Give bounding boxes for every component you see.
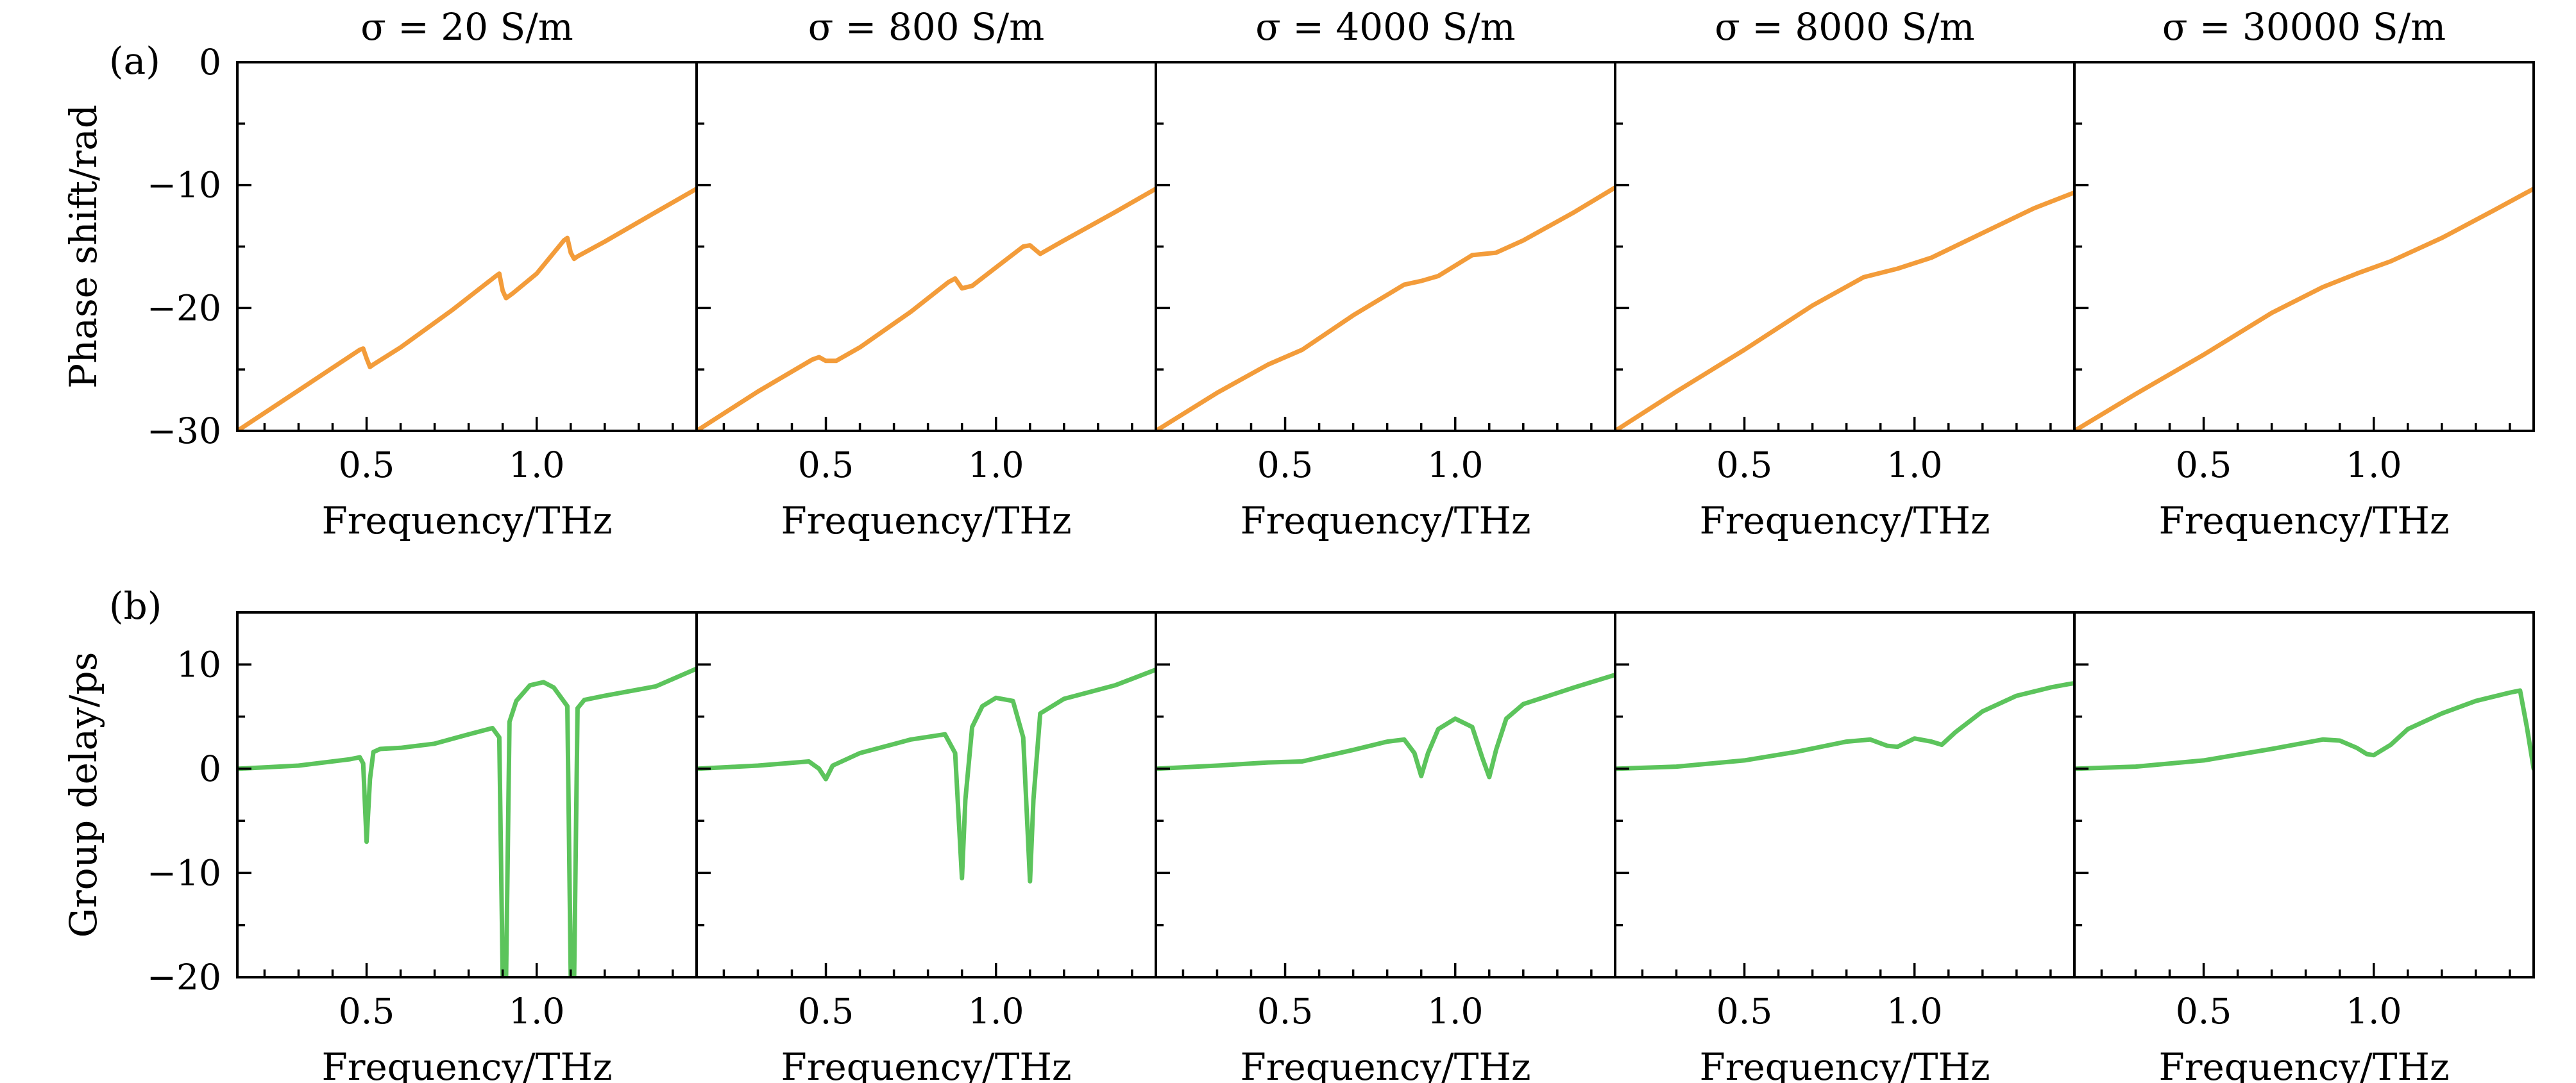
- plot-frame: [1155, 611, 1616, 978]
- y-tick-label: −20: [147, 287, 221, 328]
- x-tick-label: 1.0: [968, 444, 1024, 485]
- plot-frame: [1614, 61, 2076, 432]
- x-axis-label: Frequency/THz: [321, 499, 612, 542]
- plot-frame: [695, 61, 1157, 432]
- panel-label: (b): [109, 584, 162, 628]
- x-axis-label: Frequency/THz: [781, 1045, 1071, 1083]
- y-tick-label: −10: [147, 852, 221, 893]
- y-tick-label: 0: [199, 748, 221, 789]
- x-axis-label: Frequency/THz: [1240, 1045, 1530, 1083]
- x-axis-label: Frequency/THz: [321, 1045, 612, 1083]
- x-axis-label: Frequency/THz: [2158, 499, 2449, 542]
- x-tick-label: 0.5: [1716, 991, 1772, 1032]
- subplot: 0.5 1.0 Frequency/THz: [695, 61, 1157, 542]
- subplot: 0.5 1.0 Frequency/THz: [1614, 61, 2076, 542]
- x-tick-label: 0.5: [1716, 444, 1772, 485]
- x-tick-label: 1.0: [1427, 444, 1483, 485]
- x-tick-label: 1.0: [968, 991, 1024, 1032]
- x-axis-label: Frequency/THz: [1240, 499, 1530, 542]
- x-tick-label: 0.5: [1257, 991, 1313, 1032]
- panel-b: (b)Group delay/ps 0.5 1.0 Frequency/THz 0.5 1…: [62, 584, 2535, 1083]
- x-tick-label: 1.0: [509, 991, 564, 1032]
- subplot: 0.5 1.0 Frequency/THz: [236, 61, 698, 542]
- subplot: 0.5 1.0 Frequency/THz: [1614, 611, 2076, 1083]
- x-tick-label: 1.0: [1886, 444, 1942, 485]
- plot-frame: [2073, 611, 2535, 978]
- x-axis-label: Frequency/THz: [2158, 1045, 2449, 1083]
- column-title: σ = 4000 S/m: [1255, 5, 1515, 49]
- plot-frame: [1155, 61, 1616, 432]
- x-tick-label: 1.0: [2346, 991, 2402, 1032]
- x-axis-label: Frequency/THz: [1699, 1045, 1990, 1083]
- subplot: 0.5 1.0 Frequency/THz: [2073, 61, 2535, 542]
- subplot: 0.5 1.0 Frequency/THz: [1155, 611, 1616, 1083]
- series-line: [237, 666, 697, 977]
- x-tick-label: 0.5: [339, 991, 394, 1032]
- x-tick-label: 1.0: [1427, 991, 1483, 1032]
- x-tick-label: 0.5: [2176, 444, 2232, 485]
- series-line: [697, 186, 1156, 431]
- series-line: [1156, 185, 1615, 431]
- subplot: 0.5 1.0 Frequency/THz: [236, 611, 698, 1083]
- plot-frame: [236, 61, 698, 432]
- column-title: σ = 8000 S/m: [1715, 5, 1974, 49]
- series-line: [2074, 688, 2534, 771]
- series-line: [1615, 190, 2074, 431]
- x-tick-label: 0.5: [798, 444, 854, 485]
- column-titles: σ = 20 S/m σ = 800 S/m σ = 4000 S/m σ = 800…: [360, 5, 2446, 49]
- y-axis-label: Phase shift/rad: [62, 105, 105, 389]
- plot-frame: [1614, 611, 2076, 978]
- plot-frame: [236, 611, 698, 978]
- series-line: [1156, 673, 1615, 780]
- series-line: [237, 186, 697, 431]
- column-title: σ = 800 S/m: [808, 5, 1044, 49]
- y-tick-label: 0: [199, 42, 221, 83]
- x-tick-label: 1.0: [1886, 991, 1942, 1032]
- column-title: σ = 30000 S/m: [2162, 5, 2446, 49]
- y-tick-label: −20: [147, 957, 221, 998]
- x-tick-label: 1.0: [2346, 444, 2402, 485]
- series-line: [2074, 186, 2534, 431]
- column-title: σ = 20 S/m: [360, 5, 573, 49]
- panel-label: (a): [109, 39, 160, 83]
- y-tick-label: 10: [176, 644, 221, 685]
- x-axis-label: Frequency/THz: [1699, 499, 1990, 542]
- plot-frame: [2073, 61, 2535, 432]
- series-line: [1615, 681, 2074, 771]
- subplot: 0.5 1.0 Frequency/THz: [695, 611, 1157, 1083]
- x-axis-label: Frequency/THz: [781, 499, 1071, 542]
- x-tick-label: 0.5: [798, 991, 854, 1032]
- series-line: [697, 667, 1156, 884]
- y-tick-label: −10: [147, 165, 221, 206]
- y-tick-label: −30: [147, 410, 221, 451]
- subplot: 0.5 1.0 Frequency/THz: [1155, 61, 1616, 542]
- x-tick-label: 0.5: [2176, 991, 2232, 1032]
- x-tick-label: 1.0: [509, 444, 564, 485]
- y-axis-label: Group delay/ps: [62, 652, 105, 938]
- x-tick-label: 0.5: [339, 444, 394, 485]
- plot-frame: [695, 611, 1157, 978]
- x-tick-label: 0.5: [1257, 444, 1313, 485]
- subplot: 0.5 1.0 Frequency/THz: [2073, 611, 2535, 1083]
